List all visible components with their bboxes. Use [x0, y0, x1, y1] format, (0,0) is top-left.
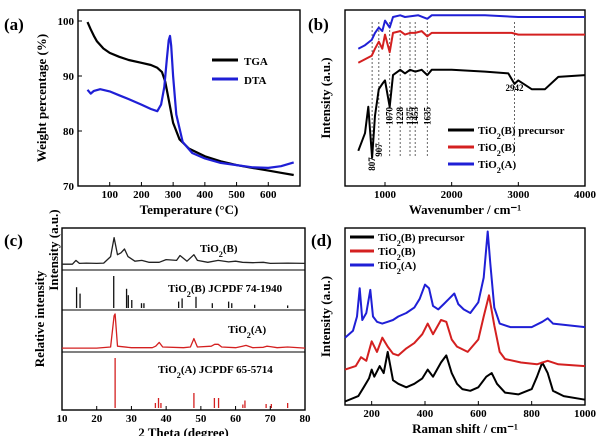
- x-tick-label: 800: [523, 408, 540, 420]
- x-tick-label: 80: [300, 413, 312, 425]
- x-tick-label: 1000: [574, 408, 597, 420]
- label-jcpdf-tio2b: TiO2(B) JCPDF 74-1940: [168, 283, 283, 299]
- y-tick-label: 80: [63, 126, 75, 138]
- legend-label: TiO2(A): [478, 159, 516, 175]
- x-tick-label: 70: [265, 413, 277, 425]
- x-tick-label: 60: [230, 413, 242, 425]
- series-line: [344, 350, 586, 403]
- panel-label-a: (a): [4, 15, 24, 34]
- legend-label: TiO2(B): [478, 142, 516, 158]
- legend-label: TiO2(B) precursor: [378, 232, 465, 248]
- x-tick-label: 500: [228, 189, 245, 201]
- y-axis-label: Intensity (a.u.): [318, 276, 333, 357]
- x-tick-label: 400: [417, 408, 434, 420]
- panel-label-b: (b): [308, 15, 329, 34]
- plot-frame-b: [344, 9, 586, 187]
- x-axis-label: 2 Theta (degree): [138, 425, 229, 436]
- x-tick-label: 100: [101, 189, 118, 201]
- x-tick-label: 10: [57, 413, 69, 425]
- plot-frame-c: [61, 227, 306, 411]
- x-tick-label: 3000: [507, 189, 530, 201]
- x-axis-label: Wavenumber / cm⁻¹: [409, 202, 521, 217]
- x-tick-label: 200: [363, 408, 380, 420]
- x-tick-label: 400: [197, 189, 214, 201]
- x-tick-label: 600: [470, 408, 487, 420]
- x-tick-label: 600: [260, 189, 277, 201]
- peak-annotation: 1375: [405, 107, 415, 126]
- peak-annotation: 1070: [385, 107, 395, 126]
- series-line: [344, 230, 586, 339]
- x-tick-label: 30: [126, 413, 138, 425]
- x-tick-label: 20: [91, 413, 103, 425]
- y-tick-label: 100: [58, 16, 75, 28]
- series-line: [357, 68, 586, 159]
- label-jcpdf-tio2a: TiO2(A) JCPDF 65-5714: [158, 364, 273, 380]
- legend-label: DTA: [244, 75, 266, 87]
- x-tick-label: 2000: [441, 189, 464, 201]
- panel-b: (b) 1000 2000 3000 4000 Wavenumber / cm⁻¹ Inte…: [308, 9, 597, 217]
- y-tick-label: 70: [63, 181, 75, 193]
- legend-label: TiO2(B): [378, 246, 416, 262]
- y-tick-label: 90: [63, 71, 75, 83]
- legend-label: TiO2(A): [378, 260, 416, 276]
- series-line: [357, 30, 585, 64]
- x-axis-label: Raman shift / cm⁻¹: [412, 421, 518, 436]
- panel-a: (a) 100 200 300 400 500 600 70 80 90 100 Temperatur…: [4, 9, 301, 217]
- x-tick-label: 50: [195, 413, 207, 425]
- series-line: [357, 14, 585, 50]
- panel-c: (c) 10 20 30 40 50 60 70 80 2 Theta (degree) Relat…: [4, 209, 311, 436]
- label-tio2b: TiO2(B): [200, 243, 238, 259]
- panel-label-d: (d): [311, 231, 332, 250]
- peak-annotation: 807: [367, 157, 377, 171]
- y-axis-label: Intensity (a.u.): [318, 57, 333, 138]
- panel-label-c: (c): [4, 231, 23, 250]
- x-tick-label: 4000: [574, 189, 597, 201]
- x-axis-label: Temperature (°C): [140, 202, 239, 217]
- x-tick-label: 1000: [374, 189, 397, 201]
- peak-annotation: 1635: [422, 107, 432, 126]
- label-tio2a: TiO2(A): [228, 324, 266, 340]
- y-axis-label-secondary: Intensity (a.u.): [46, 209, 61, 290]
- plot-frame-d: [344, 227, 586, 406]
- peak-annotation: 2942: [505, 83, 524, 93]
- x-tick-label: 200: [133, 189, 150, 201]
- x-tick-label: 40: [161, 413, 173, 425]
- panel-d: (d) 200 400 600 800 1000 Raman shift / cm⁻¹ Int…: [311, 227, 597, 436]
- plot-frame-a: [77, 9, 301, 187]
- y-axis-label: Weight percentage (%): [34, 34, 49, 162]
- pattern-tio2b: [62, 236, 306, 265]
- series-line: [344, 294, 586, 371]
- series-line-dta: [86, 34, 295, 169]
- peak-annotation: 1228: [395, 107, 405, 126]
- legend-label: TGA: [244, 56, 268, 68]
- peak-annotation: 1453: [410, 107, 420, 126]
- legend-label: TiO2(B) precursor: [478, 125, 565, 141]
- y-axis-label: Relative intensity: [32, 270, 47, 367]
- peak-annotation: 907: [374, 143, 384, 157]
- x-tick-label: 300: [165, 189, 182, 201]
- pattern-tio2a: [62, 313, 306, 349]
